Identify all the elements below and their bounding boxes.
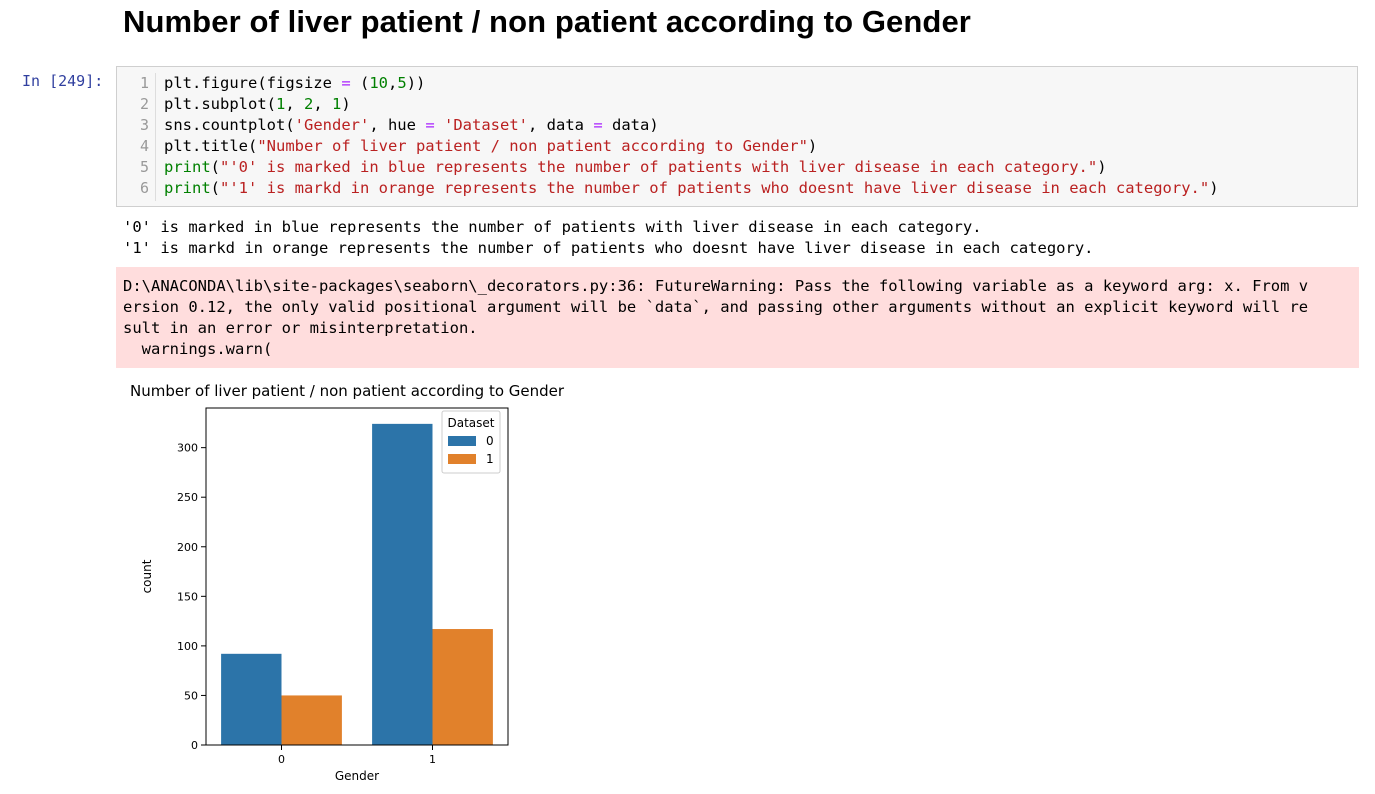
bar-chart: 0 50 100 150 200 250 300 0 1 Gender count Dataset 0 1 — [140, 407, 509, 783]
y-tick-label: 150 — [177, 590, 198, 603]
y-tick-label: 250 — [177, 491, 198, 504]
line-number: 3 — [139, 116, 149, 134]
line-number: 5 — [139, 158, 149, 176]
stderr-line: sult in an error or misinterpretation. — [123, 319, 478, 337]
bar-1-series-1 — [432, 629, 493, 745]
plot-frame — [205, 407, 509, 746]
chart-figure: Number of liver patient / non patient ac… — [120, 376, 580, 790]
line-number-gutter: 1 2 3 4 5 6 — [117, 73, 156, 201]
code-cell[interactable]: 1 2 3 4 5 6 plt.figure(figsize = (10,5))… — [116, 66, 1358, 207]
x-tick-label: 0 — [278, 753, 285, 766]
code-line-2: plt.subplot(1, 2, 1) — [164, 95, 351, 113]
x-tick-label: 1 — [429, 753, 436, 766]
bar-1-series-0 — [372, 423, 433, 745]
y-tick-label: 50 — [184, 689, 198, 702]
bar-0-series-1 — [281, 695, 342, 745]
y-axis-label: count — [140, 559, 154, 593]
code-line-3: sns.countplot('Gender', hue = 'Dataset',… — [164, 116, 659, 134]
code-line-1: plt.figure(figsize = (10,5)) — [164, 74, 426, 92]
legend-title: Dataset — [448, 416, 495, 430]
stderr-line: warnings.warn( — [123, 340, 273, 358]
line-number: 4 — [139, 137, 149, 155]
bar-0-series-0 — [221, 653, 282, 745]
chart-title: Number of liver patient / non patient ac… — [130, 382, 565, 400]
legend-label-1: 1 — [486, 452, 494, 466]
section-heading: Number of liver patient / non patient ac… — [123, 4, 971, 39]
legend-swatch-0 — [448, 436, 476, 446]
stderr-output: D:\ANACONDA\lib\site-packages\seaborn\_d… — [116, 267, 1359, 368]
stderr-line: ersion 0.12, the only valid positional a… — [123, 298, 1309, 316]
line-number: 2 — [139, 95, 149, 113]
stdout-line: '0' is marked in blue represents the num… — [123, 218, 982, 236]
y-tick-label: 100 — [177, 640, 198, 653]
cell-prompt: In [249]: — [22, 72, 104, 90]
stderr-line: D:\ANACONDA\lib\site-packages\seaborn\_d… — [123, 277, 1309, 295]
y-tick-label: 0 — [191, 739, 198, 752]
code-line-6: print("'1' is markd in orange represents… — [164, 179, 1219, 197]
line-number: 1 — [139, 74, 149, 92]
code-line-5: print("'0' is marked in blue represents … — [164, 158, 1107, 176]
x-axis-label: Gender — [335, 769, 379, 783]
legend-swatch-1 — [448, 454, 476, 464]
code-line-4: plt.title("Number of liver patient / non… — [164, 137, 818, 155]
stdout-line: '1' is markd in orange represents the nu… — [123, 239, 1094, 257]
line-number: 6 — [139, 179, 149, 197]
y-tick-label: 200 — [177, 541, 198, 554]
y-tick-label: 300 — [177, 442, 198, 455]
legend-label-0: 0 — [486, 434, 494, 448]
